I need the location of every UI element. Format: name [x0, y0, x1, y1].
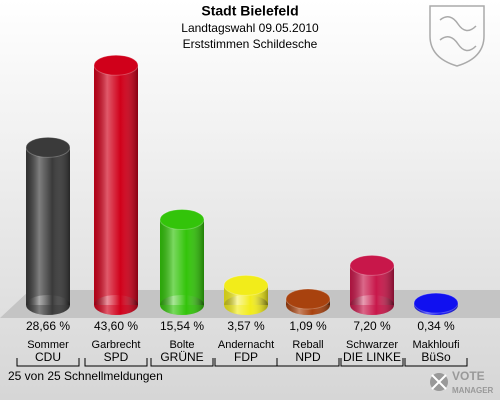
value-label: 3,57 %: [227, 319, 265, 333]
value-label: 43,60 %: [94, 319, 138, 333]
party-bracket: [16, 358, 80, 367]
bar-base-shade: [350, 295, 394, 315]
x-tick-label: Sommer: [27, 339, 69, 351]
bar-top: [25, 136, 71, 158]
party-bracket: [404, 358, 468, 367]
bar-base-shade: [224, 295, 268, 315]
footnote: 25 von 25 Schnellmeldungen: [8, 369, 163, 383]
bar-base-shade: [94, 295, 138, 315]
x-tick-label: Schwarzer: [346, 339, 398, 351]
bar-shade: [26, 147, 70, 305]
party-label: FDP: [234, 350, 258, 364]
bar-top: [413, 292, 459, 314]
bar-base-shade: [160, 295, 204, 315]
x-tick-label: Andernacht: [218, 339, 274, 351]
x-tick-label: Makhloufi: [412, 339, 459, 351]
party-bracket: [150, 358, 214, 367]
bar-shade: [94, 65, 138, 305]
bar-top: [349, 254, 395, 276]
party-label: NPD: [295, 350, 321, 364]
bar-top: [223, 274, 269, 296]
logo-icon: [431, 374, 447, 390]
party-label: DIE LINKE: [343, 350, 401, 364]
party-bracket: [340, 358, 404, 367]
bar-top: [93, 54, 139, 76]
party-bracket: [276, 358, 340, 367]
value-label: 15,54 %: [160, 319, 204, 333]
logo-text: VOTE: [452, 369, 485, 383]
x-tick-label: Garbrecht: [92, 339, 141, 351]
value-label: 28,66 %: [26, 319, 70, 333]
chart-title: Stadt Bielefeld: [201, 3, 298, 19]
logo: VOTE MANAGER: [430, 369, 494, 395]
value-label: 0,34 %: [417, 319, 455, 333]
crest: [429, 5, 485, 67]
party-label: CDU: [35, 350, 61, 364]
value-label: 7,20 %: [353, 319, 391, 333]
bar-base-shade: [26, 295, 70, 315]
x-tick-label: Reball: [292, 339, 323, 351]
x-tick-label: Bolte: [169, 339, 194, 351]
bar-top: [285, 288, 331, 310]
value-label: 1,09 %: [289, 319, 327, 333]
logo-text: MANAGER: [452, 386, 494, 395]
chart-subtitle: Landtagswahl 09.05.2010: [181, 21, 319, 35]
bar-top: [159, 209, 205, 231]
party-bracket: [84, 358, 148, 367]
party-label: GRÜNE: [160, 350, 203, 364]
party-label: SPD: [104, 350, 129, 364]
party-label: BüSo: [421, 350, 451, 364]
bar-shade: [160, 219, 204, 305]
chart-subtitle: Erststimmen Schildesche: [183, 37, 318, 51]
